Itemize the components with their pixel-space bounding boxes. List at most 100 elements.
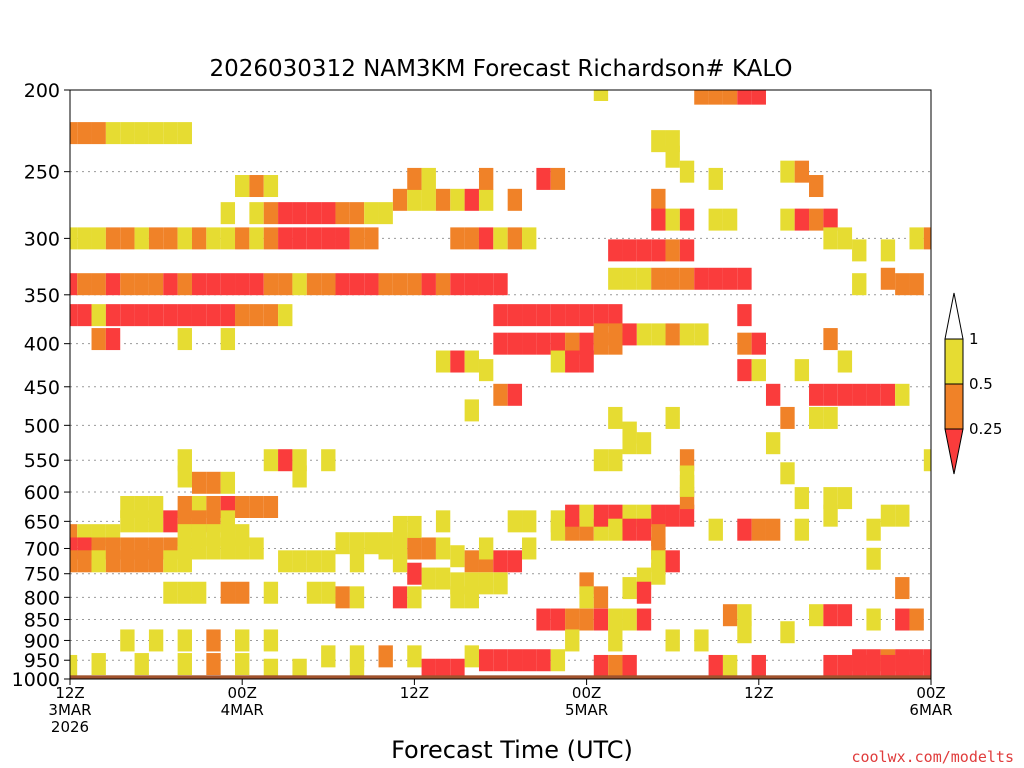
heatmap-cell <box>852 273 867 296</box>
heatmap-cell <box>335 532 350 555</box>
heatmap-cell <box>91 273 106 296</box>
heatmap-cell <box>579 608 594 631</box>
x-tick-label: 00Z <box>572 684 601 702</box>
heatmap-cell <box>866 654 881 677</box>
heatmap-cell <box>321 273 336 296</box>
heatmap-cell <box>751 518 766 541</box>
heatmap-cell <box>191 581 207 604</box>
heatmap-cell <box>335 227 350 250</box>
heatmap-cell <box>206 227 221 250</box>
heatmap-cell <box>163 227 178 250</box>
heatmap-cell <box>837 383 853 406</box>
heatmap-cell <box>909 273 924 296</box>
heatmap-cell <box>665 504 680 527</box>
heatmap-cell <box>579 304 594 327</box>
heatmap-cell <box>407 537 422 560</box>
heatmap-cell <box>593 654 609 677</box>
heatmap-cell <box>407 188 422 211</box>
heatmap-cell <box>392 273 408 296</box>
heatmap-cell <box>823 227 838 250</box>
heatmap-cell <box>148 550 164 573</box>
heatmap-cell <box>651 504 666 527</box>
heatmap-cell <box>478 167 494 190</box>
heatmap-cell <box>435 188 451 211</box>
x-tick-label: 2026 <box>51 718 89 736</box>
heatmap-cell <box>895 504 910 527</box>
heatmap-cell <box>679 239 695 262</box>
heatmap-cell <box>450 188 465 211</box>
heatmap-cell <box>70 273 78 296</box>
heatmap-cell <box>378 537 393 560</box>
heatmap-cell <box>292 658 307 679</box>
heatmap-cell <box>278 449 293 472</box>
heatmap-cell <box>278 273 293 296</box>
credit-text: coolwx.com/modelts <box>851 748 1014 766</box>
heatmap-cell <box>349 227 365 250</box>
heatmap-cell <box>105 227 121 250</box>
heatmap-cell <box>636 239 652 262</box>
heatmap-cell <box>349 202 365 225</box>
heatmap-cell <box>852 239 867 262</box>
heatmap-cell <box>737 621 752 644</box>
heatmap-cell <box>148 510 164 533</box>
heatmap-cell <box>679 208 695 231</box>
heatmap-cell <box>421 188 436 211</box>
heatmap-cell <box>235 227 250 250</box>
colorbar-label: 0.5 <box>969 375 993 393</box>
heatmap-cell <box>435 537 451 560</box>
heatmap-cell <box>321 449 336 472</box>
heatmap-cell <box>765 383 781 406</box>
heatmap-cell <box>177 465 192 488</box>
y-tick-label: 650 <box>24 511 60 533</box>
y-tick-label: 500 <box>24 415 60 437</box>
heatmap-cell <box>622 239 637 262</box>
heatmap-cell <box>708 90 723 105</box>
heatmap-cell <box>263 227 279 250</box>
heatmap-cell <box>148 273 164 296</box>
heatmap-cell <box>206 537 221 560</box>
heatmap-cell <box>263 175 279 198</box>
heatmap-cell <box>349 658 365 679</box>
heatmap-cell <box>780 160 795 183</box>
heatmap-cell <box>263 658 279 679</box>
ground-layer <box>70 675 931 679</box>
heatmap-cell <box>837 350 853 373</box>
heatmap-cell <box>608 608 623 631</box>
heatmap-cell <box>665 629 680 652</box>
heatmap-cell <box>622 518 637 541</box>
heatmap-cell <box>292 550 307 573</box>
heatmap-cell <box>120 273 135 296</box>
heatmap-cell <box>565 350 580 373</box>
heatmap-cell <box>478 227 494 250</box>
heatmap-cell <box>579 504 594 527</box>
heatmap-cell <box>220 537 236 560</box>
heatmap-cell <box>249 175 264 198</box>
heatmap-cell <box>105 550 121 573</box>
heatmap-cell <box>478 537 494 560</box>
heatmap-cell <box>593 504 609 527</box>
heatmap-cell <box>148 304 164 327</box>
heatmap-cell <box>823 383 838 406</box>
heatmap-cell <box>536 332 551 355</box>
heatmap-cell <box>120 629 135 652</box>
heatmap-cell <box>522 649 537 672</box>
heatmap-cell <box>249 495 264 518</box>
heatmap-cell <box>493 273 508 296</box>
heatmap-cell <box>220 581 236 604</box>
heatmap-cell <box>378 273 393 296</box>
heatmap-cell <box>191 537 207 560</box>
heatmap-cell <box>349 273 365 296</box>
heatmap-cell <box>364 202 379 225</box>
heatmap-cell <box>593 586 609 609</box>
heatmap-cell <box>823 504 838 527</box>
heatmap-cell <box>708 267 723 290</box>
heatmap-cell <box>608 323 623 346</box>
heatmap-cell <box>177 653 192 676</box>
heatmap-cell <box>608 654 623 677</box>
heatmap-cell <box>220 304 236 327</box>
heatmap-cell <box>765 518 781 541</box>
heatmap-cell <box>306 227 322 250</box>
heatmap-cell <box>220 273 236 296</box>
x-tick-label: 12Z <box>744 684 773 702</box>
heatmap-cell <box>880 239 896 262</box>
